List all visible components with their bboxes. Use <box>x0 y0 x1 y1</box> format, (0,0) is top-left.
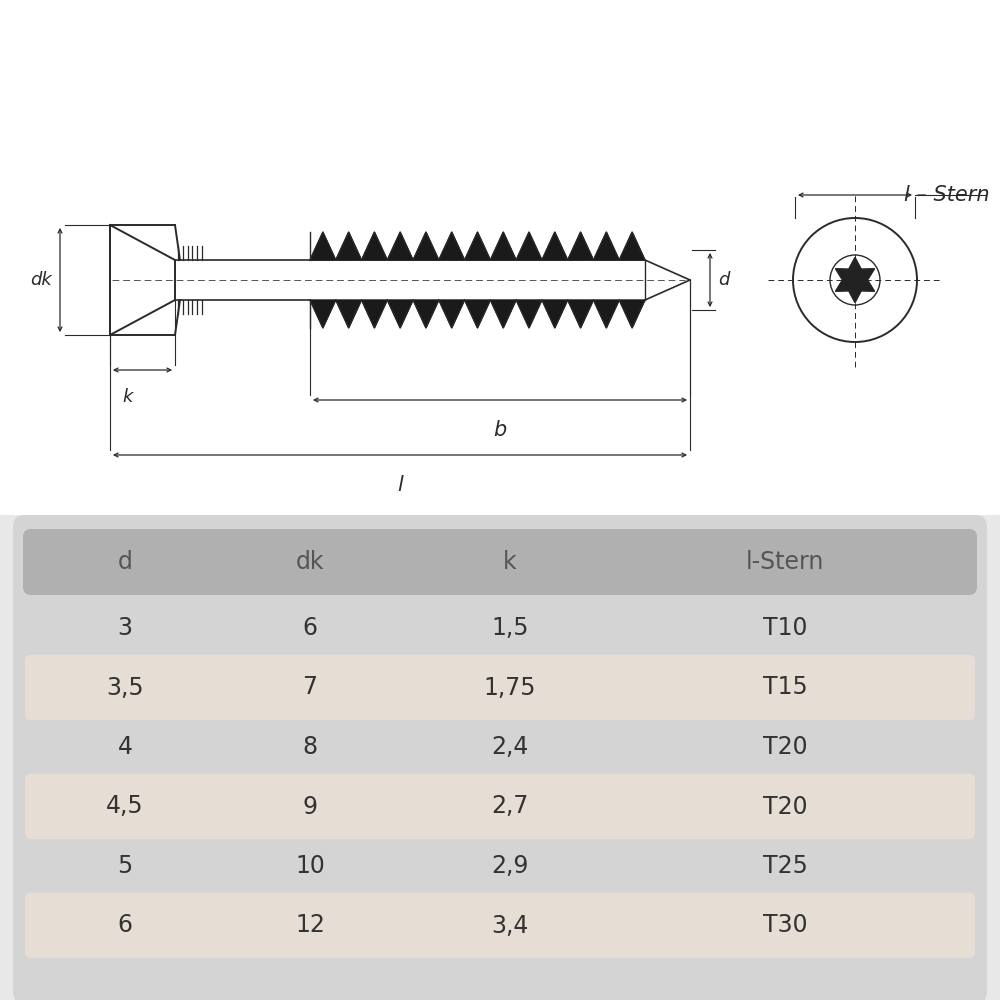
Text: 1,75: 1,75 <box>484 676 536 700</box>
Polygon shape <box>593 232 619 260</box>
FancyBboxPatch shape <box>25 774 975 839</box>
Polygon shape <box>619 232 645 260</box>
Polygon shape <box>542 300 568 328</box>
Text: 4,5: 4,5 <box>106 794 144 818</box>
Text: 6: 6 <box>302 616 318 640</box>
Polygon shape <box>490 232 516 260</box>
Polygon shape <box>310 232 336 260</box>
Text: 3,4: 3,4 <box>491 914 529 938</box>
Text: 1,5: 1,5 <box>491 616 529 640</box>
FancyBboxPatch shape <box>13 515 987 1000</box>
Text: 10: 10 <box>295 854 325 878</box>
Text: dk: dk <box>296 550 324 574</box>
Text: 9: 9 <box>302 794 318 818</box>
FancyBboxPatch shape <box>23 529 977 595</box>
Polygon shape <box>439 232 465 260</box>
Text: T15: T15 <box>763 676 807 700</box>
Text: 2,7: 2,7 <box>491 794 529 818</box>
Text: 2,4: 2,4 <box>491 735 529 759</box>
Text: 6: 6 <box>118 914 132 938</box>
Text: 4: 4 <box>118 735 132 759</box>
Text: T20: T20 <box>763 794 807 818</box>
Polygon shape <box>465 300 490 328</box>
Text: 2,9: 2,9 <box>491 854 529 878</box>
Polygon shape <box>439 300 465 328</box>
Polygon shape <box>542 232 568 260</box>
Text: 12: 12 <box>295 914 325 938</box>
Text: 5: 5 <box>117 854 133 878</box>
Text: dk: dk <box>30 271 52 289</box>
Polygon shape <box>568 232 593 260</box>
Text: l – Stern: l – Stern <box>904 185 990 205</box>
Polygon shape <box>836 257 874 302</box>
Polygon shape <box>593 300 619 328</box>
Text: k: k <box>122 388 133 406</box>
Text: T10: T10 <box>763 616 807 640</box>
Text: 7: 7 <box>302 676 318 700</box>
Text: 3: 3 <box>118 616 132 640</box>
Polygon shape <box>362 300 387 328</box>
Text: l-Stern: l-Stern <box>746 550 824 574</box>
Text: T30: T30 <box>763 914 807 938</box>
Text: d: d <box>118 550 132 574</box>
Polygon shape <box>387 300 413 328</box>
Polygon shape <box>310 300 336 328</box>
Text: d: d <box>718 271 729 289</box>
Polygon shape <box>387 232 413 260</box>
Polygon shape <box>568 300 593 328</box>
Polygon shape <box>413 232 439 260</box>
Text: 3,5: 3,5 <box>106 676 144 700</box>
Polygon shape <box>336 232 362 260</box>
Polygon shape <box>336 300 362 328</box>
Polygon shape <box>516 232 542 260</box>
Polygon shape <box>413 300 439 328</box>
Bar <box>0 0 1000 515</box>
Text: b: b <box>493 420 507 440</box>
Polygon shape <box>490 300 516 328</box>
Text: T20: T20 <box>763 735 807 759</box>
Text: 8: 8 <box>302 735 318 759</box>
Text: T25: T25 <box>763 854 807 878</box>
FancyBboxPatch shape <box>25 893 975 958</box>
Polygon shape <box>362 232 387 260</box>
Polygon shape <box>465 232 490 260</box>
Polygon shape <box>619 300 645 328</box>
Text: k: k <box>503 550 517 574</box>
Text: l: l <box>397 475 403 495</box>
Polygon shape <box>516 300 542 328</box>
FancyBboxPatch shape <box>25 655 975 720</box>
